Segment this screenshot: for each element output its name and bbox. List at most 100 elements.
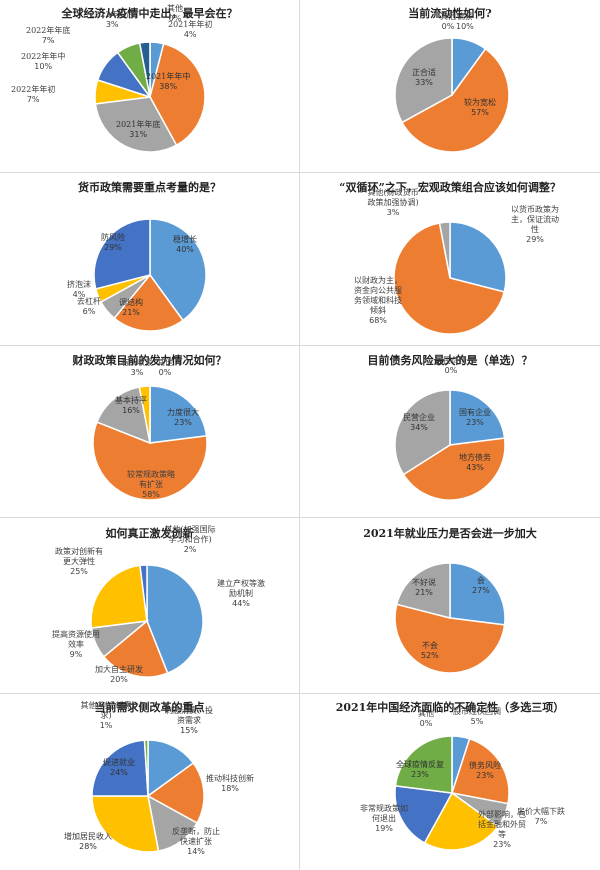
pie-slice [423, 791, 500, 851]
data-label: 股市过快回调 5% [453, 707, 501, 727]
data-label-category: 会 [476, 576, 485, 585]
data-label: 推动科技创新 18% [206, 774, 254, 794]
pie-slice [91, 795, 160, 853]
pie-chart-employment-pressure: 2021年就业压力是否会进一步加大 会 27% 不会 52% 不好说 21% [300, 518, 600, 693]
data-label: 其他(创造新需 求) 1% [81, 701, 132, 731]
data-label: 防风险 29% [101, 233, 125, 253]
pie-slice [147, 739, 195, 798]
data-label-percent: 0% [441, 22, 455, 31]
data-label-category: 偏紧 [456, 12, 473, 21]
data-label-percent: 6% [82, 307, 96, 316]
data-label-category: 挤泡沫 [67, 280, 91, 289]
data-label-category: 国有企业 [459, 408, 491, 417]
pie-slice [394, 389, 451, 476]
data-label: 其他(加强国际 学习和合作) 2% [165, 525, 216, 555]
data-label-percent: 7% [26, 95, 40, 104]
pie-slice [143, 739, 149, 797]
data-label-category: 其他 [418, 709, 434, 718]
data-label: 2021年年底 31% [116, 120, 160, 140]
data-label: 不好说 21% [412, 578, 436, 598]
data-label: 不会 52% [421, 641, 439, 661]
pie-slice [395, 562, 451, 619]
data-label-percent: 40% [176, 245, 194, 254]
pie-slice [393, 222, 506, 335]
pie-slice [94, 96, 178, 153]
pie-slice [394, 735, 453, 794]
data-label-category: 以财政为主， 资金向公共服 务领域和科技 倾斜 [354, 276, 402, 315]
data-label-category: 较为宽松 [464, 98, 496, 107]
data-label-category: 反垄断，防止 快速扩张 [172, 827, 220, 846]
data-label-percent: 27% [472, 586, 490, 595]
data-label-percent: 1% [99, 721, 113, 730]
data-label-percent: 20% [110, 675, 128, 684]
pie-svg [394, 389, 506, 501]
data-label: 债务风险 23% [469, 761, 501, 781]
data-label-category: 股市过快回调 [453, 707, 501, 716]
data-label: 挤泡沫 4% [67, 280, 91, 300]
data-label: 房价大幅下跌 7% [517, 807, 565, 827]
pie-chart-demand-side-reform: 当前需求侧改革的重点 刺激消费、投 资需求 15% 推动科技创新 18% 反垄断，防止 … [0, 694, 299, 870]
pie-svg [394, 37, 510, 153]
data-label-percent: 23% [466, 418, 484, 427]
data-label: 力度很大 23% [167, 408, 199, 428]
data-label-category: 提高资源使用 效率 [52, 630, 100, 649]
pie-chart-uncertainty-2021: 2021年中国经济面临的不确定性（多选三项） 股市过快回调 5% 债务风险 23% 房价… [300, 694, 600, 870]
data-label-category: 促进就业 [103, 758, 135, 767]
data-label: 政策对创新有 更大弹性 25% [55, 547, 103, 577]
chart-title: 当前流动性如何? [408, 7, 492, 20]
pie-chart-monetary-policy-focus: 货币政策需要重点考量的是？ 稳增长 40% 调结构 21% 去杠杆 6% 挤泡沫 4% 防风险 2… [0, 173, 299, 345]
data-label-category: 其他(财政货币 政策加强协调) [367, 188, 419, 207]
pie-slice [102, 619, 169, 678]
pie-slice [149, 42, 206, 147]
data-label-category: 外部影响，包 括金融和外贸 等 [478, 810, 526, 839]
data-label-category: 刺激消费、投 资需求 [165, 706, 213, 725]
data-label: 加大自主研发 20% [95, 665, 143, 685]
row-divider [0, 345, 600, 346]
data-label-percent: 23% [174, 418, 192, 427]
pie-svg [393, 221, 507, 335]
data-label: 外部影响，包 括金融和外贸 等 23% [478, 810, 526, 850]
data-label-percent: 43% [466, 463, 484, 472]
data-label-category: 基本持平 [115, 396, 147, 405]
pie-chart-recovery-timing: 全球经济从疫情中走出，最早会在？ 2021年年初 4% 2021年年中 38% 2021… [0, 0, 299, 172]
data-label-category: 债务风险 [469, 761, 501, 770]
pie-svg [394, 735, 510, 851]
pie-slice [149, 218, 207, 322]
pie-slice [96, 386, 151, 445]
data-label-category: 居民负债 [435, 356, 467, 365]
chart-title: 财政政策目前的发力情况如何？ [72, 354, 227, 367]
pie-slice [92, 421, 208, 501]
data-label: 调结构 21% [119, 298, 143, 318]
data-label-percent: 44% [232, 599, 250, 608]
pie-svg [90, 564, 204, 678]
data-label: 去杠杆 6% [77, 297, 101, 317]
data-label-percent: 4% [183, 30, 197, 39]
pie-slice [401, 47, 510, 153]
data-label-percent: 7% [41, 36, 55, 45]
data-label: 会 27% [472, 576, 490, 596]
data-label-percent: 29% [526, 235, 544, 244]
data-label-category: 房价大幅下跌 [517, 807, 565, 816]
data-label-category: 2023年以后 [90, 10, 135, 19]
data-label: 刺激消费、投 资需求 15% [165, 706, 213, 736]
data-label-percent: 0% [444, 366, 458, 375]
data-label-percent: 25% [70, 567, 88, 576]
data-label: 提高资源使用 效率 9% [52, 630, 100, 660]
chart-title: 目前债务风险最大的是（单选）？ [367, 354, 533, 367]
pie-chart-liquidity: 当前流动性如何? 偏紧 10% 较为宽松 57% 正合适 33% 其他 0% [300, 0, 600, 172]
pie-chart-debt-risk: 目前债务风险最大的是（单选）？ 国有企业 23% 地方债务 43% 民营企业 34% 居民负… [300, 346, 600, 517]
data-label-category: 不会 [421, 641, 438, 650]
data-label: 基本持平 16% [115, 396, 147, 416]
data-label-percent: 3% [130, 368, 144, 377]
data-label: 偏紧 10% [456, 12, 474, 32]
data-label-category: 去杠杆 [77, 297, 101, 306]
data-label: 其他 0% [418, 709, 434, 729]
data-label: 国有企业 23% [459, 408, 491, 428]
data-label-percent: 7% [534, 817, 548, 826]
data-label-category: 非常规政策如 何退出 [360, 804, 408, 823]
data-label-percent: 29% [104, 243, 122, 252]
pie-slice [402, 437, 506, 501]
data-label-percent: 0% [419, 719, 433, 728]
data-label-category: 调结构 [119, 298, 143, 307]
chart-title: 全球经济从疫情中走出，最早会在？ [61, 7, 238, 20]
